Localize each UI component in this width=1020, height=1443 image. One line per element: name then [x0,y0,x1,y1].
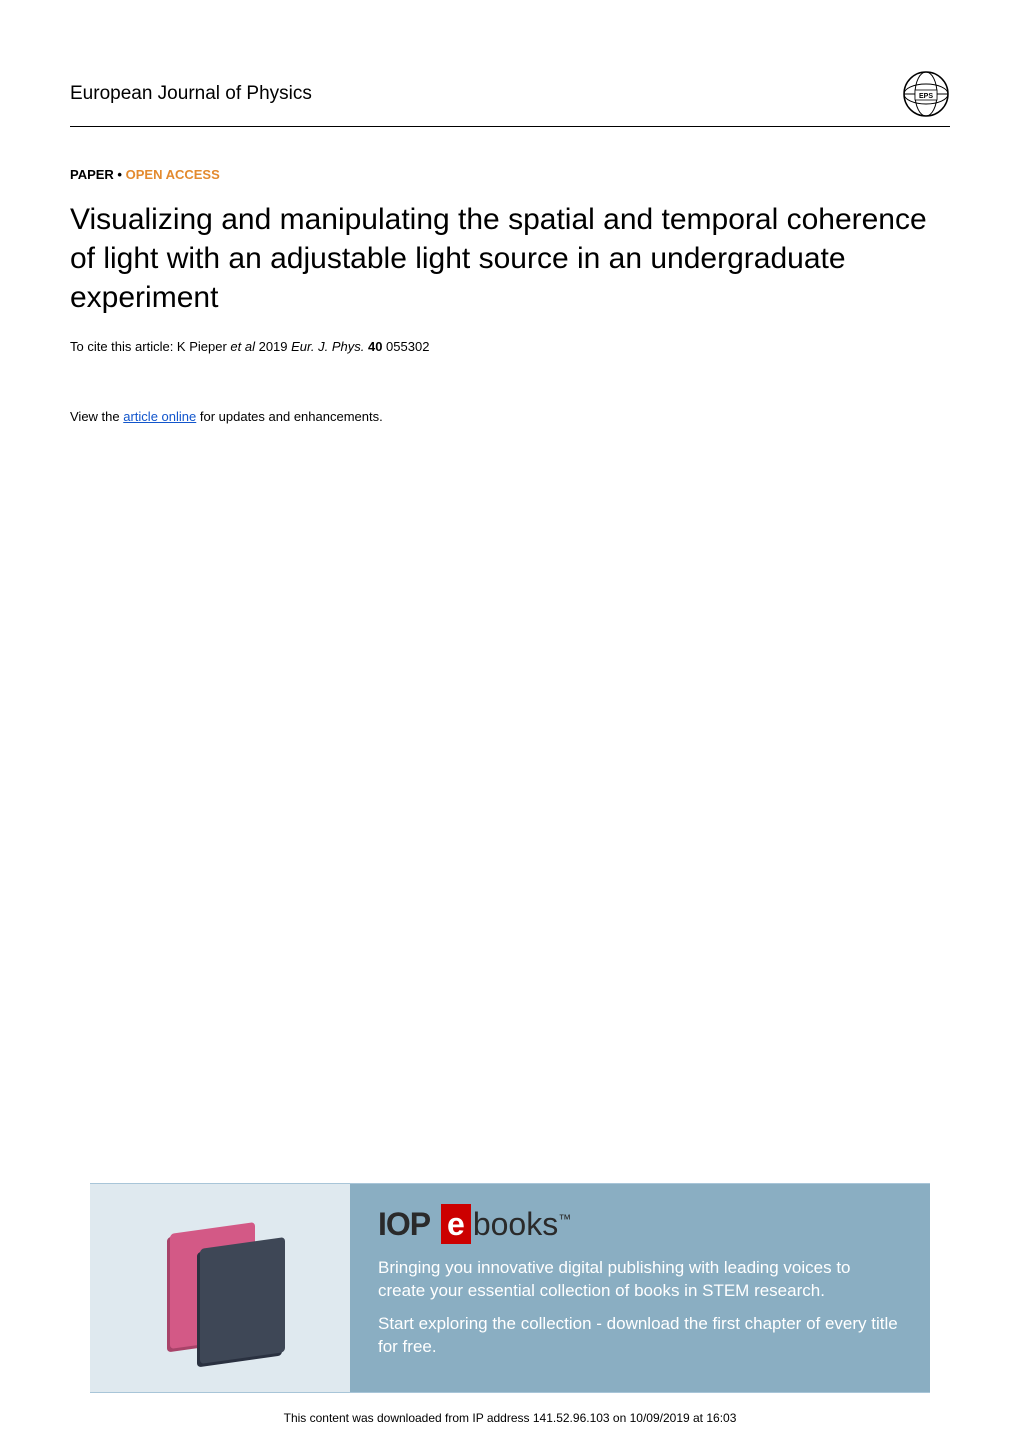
paper-type-label: PAPER • OPEN ACCESS [70,167,950,182]
header: European Journal of Physics EPS [70,70,950,127]
citation-journal: Eur. J. Phys. [291,339,364,354]
iop-ebooks-ad[interactable]: IOP ebooks™ Bringing you innovative digi… [90,1183,930,1393]
citation: To cite this article: K Pieper et al 201… [70,339,950,354]
citation-year: 2019 [255,339,291,354]
ebooks-brand: IOP ebooks™ [378,1206,902,1243]
svg-text:EPS: EPS [919,93,933,100]
article-title: Visualizing and manipulating the spatial… [70,200,950,317]
citation-page: 055302 [382,339,429,354]
view-online: View the article online for updates and … [70,409,950,424]
book-stack-icon [155,1213,285,1363]
eps-logo-icon: EPS [902,70,950,118]
journal-name: European Journal of Physics [70,83,312,105]
book-dark [200,1237,285,1364]
citation-volume: 40 [364,339,382,354]
ad-line1: Bringing you innovative digital publishi… [378,1257,902,1303]
brand-iop: IOP [378,1206,430,1242]
brand-e: e [441,1204,471,1244]
citation-prefix: To cite this article: K Pieper [70,339,230,354]
brand-tm: ™ [558,1211,571,1226]
open-access-badge: OPEN ACCESS [126,167,220,182]
view-suffix: for updates and enhancements. [196,409,382,424]
citation-etal: et al [230,339,255,354]
ad-image [90,1184,350,1392]
ad-line2: Start exploring the collection - downloa… [378,1313,902,1359]
article-online-link[interactable]: article online [123,409,196,424]
paper-text: PAPER • [70,167,126,182]
download-footer: This content was downloaded from IP addr… [0,1411,1020,1425]
ad-content: IOP ebooks™ Bringing you innovative digi… [350,1184,930,1392]
view-prefix: View the [70,409,123,424]
brand-books: books [473,1206,558,1242]
